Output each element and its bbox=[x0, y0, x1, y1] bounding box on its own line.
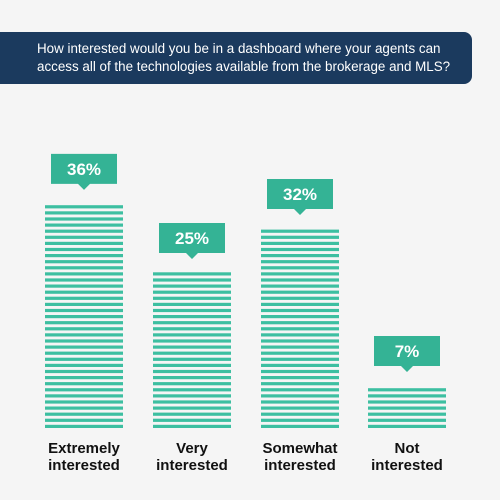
category-label: Extremely interested bbox=[48, 440, 120, 474]
category-label: Very interested bbox=[156, 440, 228, 474]
chart-title: How interested would you be in a dashboa… bbox=[0, 32, 472, 84]
bar-2 bbox=[153, 272, 231, 428]
data-label: 25% bbox=[175, 229, 209, 248]
data-label: 36% bbox=[67, 160, 101, 179]
value-bubble bbox=[374, 336, 440, 373]
value-bubble bbox=[267, 179, 333, 216]
value-bubble bbox=[159, 223, 225, 259]
value-bubble bbox=[51, 153, 117, 190]
bar-3 bbox=[261, 229, 339, 428]
data-label: 7% bbox=[395, 342, 420, 361]
category-label: Somewhat interested bbox=[262, 440, 338, 474]
bar-1 bbox=[45, 205, 123, 428]
data-label: 32% bbox=[283, 185, 317, 204]
category-label: Not interested bbox=[371, 440, 443, 474]
bar-4 bbox=[368, 388, 446, 428]
